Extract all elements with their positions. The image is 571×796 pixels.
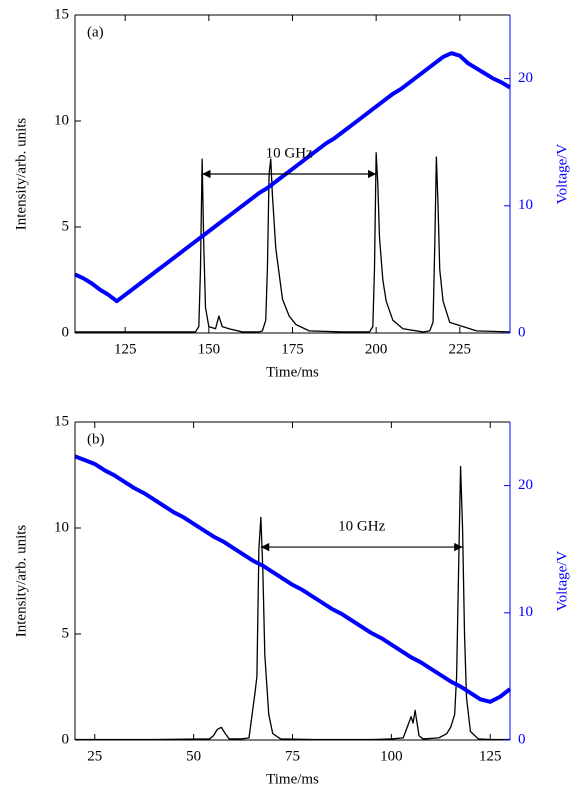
y2-tick-label: 20 (518, 70, 533, 86)
y-tick-label: 10 (54, 112, 69, 128)
y-tick-label: 0 (62, 324, 70, 340)
y-tick-label: 10 (54, 519, 69, 535)
x-tick-label: 175 (281, 341, 304, 357)
intensity-line (75, 152, 511, 333)
y-axis-title: Intensity/arb. units (13, 118, 29, 231)
y-tick-label: 15 (54, 413, 69, 429)
y2-axis-title: Voltage/V (554, 551, 570, 612)
y2-tick-label: 10 (518, 197, 533, 213)
y2-tick-label: 20 (518, 477, 533, 493)
x-tick-label: 225 (449, 341, 472, 357)
y-tick-label: 5 (62, 218, 70, 234)
annotation-text: 10 GHz (266, 145, 313, 161)
x-axis-title: Time/ms (266, 771, 319, 787)
y2-axis-title: Voltage/V (554, 144, 570, 205)
y2-tick-label: 10 (518, 604, 533, 620)
y2-tick-label: 0 (518, 324, 526, 340)
x-tick-label: 100 (380, 748, 403, 764)
y-tick-label: 0 (62, 731, 70, 747)
x-axis-title: Time/ms (266, 364, 319, 380)
y-tick-label: 5 (62, 625, 70, 641)
intensity-line (75, 465, 510, 741)
x-tick-label: 50 (186, 748, 201, 764)
x-tick-label: 75 (285, 748, 300, 764)
panel-label: (b) (87, 431, 105, 447)
y-tick-label: 15 (54, 6, 69, 22)
panel-label: (a) (87, 24, 104, 40)
y-axis-title: Intensity/arb. units (13, 525, 29, 638)
x-tick-label: 125 (114, 341, 137, 357)
voltage-line (74, 51, 512, 304)
voltage-line (74, 454, 512, 704)
x-tick-label: 200 (365, 341, 388, 357)
x-tick-label: 125 (479, 748, 502, 764)
x-tick-label: 25 (87, 748, 102, 764)
annotation-text: 10 GHz (338, 519, 385, 535)
x-tick-label: 150 (198, 341, 221, 357)
y2-tick-label: 0 (518, 731, 526, 747)
